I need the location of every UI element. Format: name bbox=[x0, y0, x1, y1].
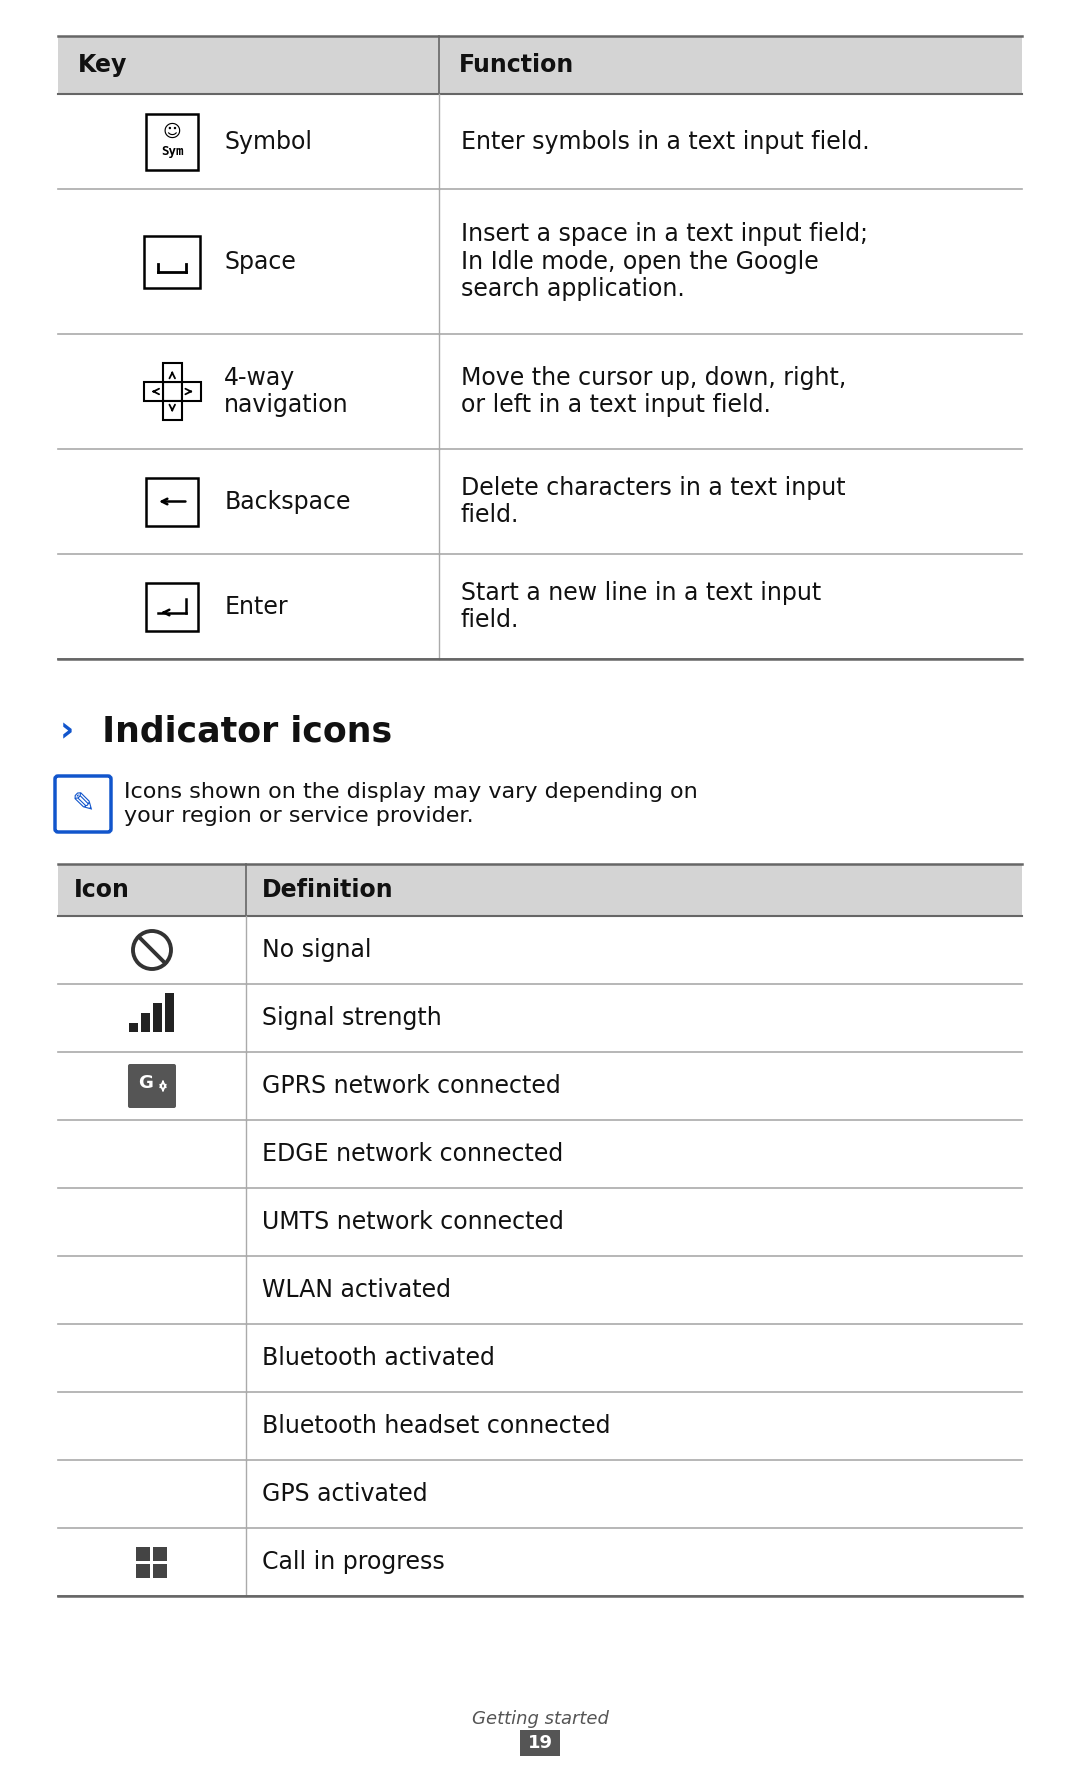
FancyBboxPatch shape bbox=[129, 1064, 176, 1109]
Text: Definition: Definition bbox=[262, 878, 393, 901]
Bar bbox=[136, 1564, 150, 1578]
FancyBboxPatch shape bbox=[55, 776, 111, 832]
Text: GPS activated: GPS activated bbox=[262, 1482, 428, 1505]
Bar bbox=[136, 1546, 150, 1560]
Text: ☺: ☺ bbox=[163, 122, 181, 140]
Bar bbox=[141, 1013, 150, 1032]
Text: Bluetooth headset connected: Bluetooth headset connected bbox=[262, 1413, 610, 1438]
Bar bbox=[153, 1564, 167, 1578]
Bar bbox=[58, 35, 1022, 94]
Text: Indicator icons: Indicator icons bbox=[90, 714, 392, 747]
Bar bbox=[165, 994, 175, 1032]
Text: Sym: Sym bbox=[161, 145, 184, 158]
Text: Icon: Icon bbox=[75, 878, 130, 901]
Text: Enter: Enter bbox=[225, 595, 288, 618]
Bar bbox=[146, 583, 199, 630]
Text: UMTS network connected: UMTS network connected bbox=[262, 1210, 564, 1234]
Text: Getting started: Getting started bbox=[472, 1711, 608, 1728]
Bar bbox=[153, 1546, 167, 1560]
Bar bbox=[145, 236, 200, 287]
Text: Signal strength: Signal strength bbox=[262, 1006, 442, 1031]
Bar bbox=[153, 1002, 162, 1032]
Text: Insert a space in a text input field;
In Idle mode, open the Google
search appli: Insert a space in a text input field; In… bbox=[461, 221, 868, 301]
Text: Bluetooth activated: Bluetooth activated bbox=[262, 1346, 495, 1371]
Text: Space: Space bbox=[225, 250, 296, 273]
Text: Start a new line in a text input
field.: Start a new line in a text input field. bbox=[461, 581, 821, 632]
Bar bbox=[519, 1730, 561, 1757]
Text: Backspace: Backspace bbox=[225, 489, 351, 514]
Text: No signal: No signal bbox=[262, 939, 372, 962]
Text: Enter symbols in a text input field.: Enter symbols in a text input field. bbox=[461, 129, 869, 154]
Bar bbox=[163, 400, 181, 420]
Bar bbox=[163, 363, 181, 383]
Bar bbox=[130, 1024, 138, 1032]
Text: ✎: ✎ bbox=[71, 790, 95, 818]
Bar bbox=[163, 383, 181, 400]
Text: EDGE network connected: EDGE network connected bbox=[262, 1142, 564, 1165]
Bar bbox=[58, 864, 1022, 916]
Text: Icons shown on the display may vary depending on
your region or service provider: Icons shown on the display may vary depe… bbox=[124, 783, 698, 825]
Text: Call in progress: Call in progress bbox=[262, 1550, 445, 1574]
Text: 19: 19 bbox=[527, 1734, 553, 1752]
Text: ›: › bbox=[60, 714, 75, 747]
Text: Delete characters in a text input
field.: Delete characters in a text input field. bbox=[461, 476, 846, 528]
Bar bbox=[146, 113, 199, 170]
Text: Symbol: Symbol bbox=[225, 129, 312, 154]
Text: G: G bbox=[138, 1073, 153, 1093]
Text: Key: Key bbox=[78, 53, 127, 76]
Text: 4-way
navigation: 4-way navigation bbox=[225, 365, 349, 418]
Text: WLAN activated: WLAN activated bbox=[262, 1279, 451, 1302]
Text: GPRS network connected: GPRS network connected bbox=[262, 1073, 561, 1098]
Bar bbox=[144, 383, 163, 400]
Bar bbox=[146, 478, 199, 526]
Bar bbox=[181, 383, 201, 400]
Text: Move the cursor up, down, right,
or left in a text input field.: Move the cursor up, down, right, or left… bbox=[461, 365, 846, 418]
Text: Function: Function bbox=[459, 53, 575, 76]
